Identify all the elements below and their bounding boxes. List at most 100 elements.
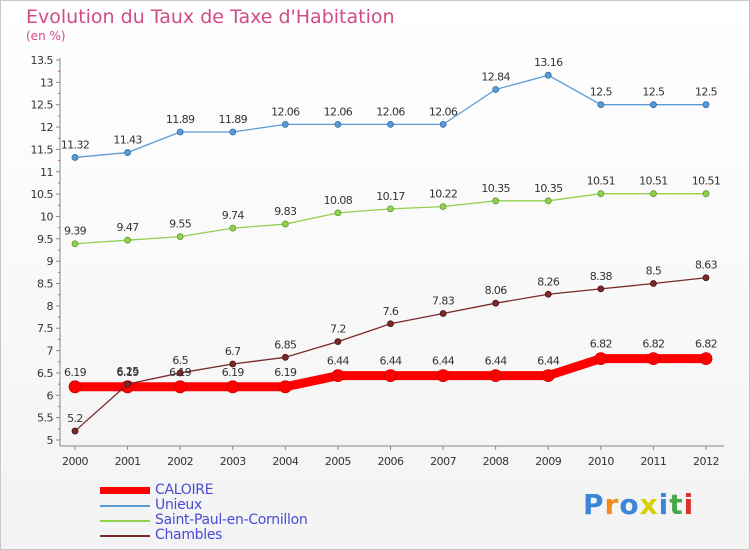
data-label: 8.26 xyxy=(537,275,560,288)
x-tick-label: 2007 xyxy=(430,455,456,468)
data-label: 12.06 xyxy=(429,105,458,118)
data-point xyxy=(334,209,342,217)
data-point xyxy=(387,320,394,328)
y-tick-label: 10 xyxy=(40,210,53,223)
data-point xyxy=(71,427,79,435)
data-label: 5.2 xyxy=(67,412,83,425)
data-point xyxy=(229,224,237,232)
legend-label-caloire: CALOIRE xyxy=(155,482,214,498)
data-point xyxy=(229,128,237,136)
data-label: 10.51 xyxy=(639,175,668,188)
y-tick-label: 7.5 xyxy=(37,322,53,335)
data-label: 6.82 xyxy=(695,338,717,351)
data-point xyxy=(331,369,345,383)
data-label: 6.5 xyxy=(172,354,188,367)
legend-swatch-unieux xyxy=(100,505,150,507)
data-label: 9.47 xyxy=(117,221,140,234)
data-point xyxy=(541,369,555,383)
data-point xyxy=(650,280,657,287)
data-label: 6.44 xyxy=(327,355,350,368)
data-point xyxy=(281,120,289,128)
data-label: 11.32 xyxy=(61,138,90,151)
data-label: 6.19 xyxy=(117,366,140,379)
data-label: 12.06 xyxy=(376,105,405,118)
data-label: 8.38 xyxy=(590,270,613,283)
legend-label-chambles: Chambles xyxy=(155,527,223,543)
y-tick-label: 8 xyxy=(47,300,54,313)
data-point xyxy=(489,369,503,383)
y-tick-label: 5 xyxy=(47,434,54,447)
data-label: 6.19 xyxy=(169,366,192,379)
x-tick-label: 2002 xyxy=(167,455,193,468)
data-point xyxy=(594,352,608,366)
data-label: 8.06 xyxy=(485,284,508,297)
data-point xyxy=(439,120,447,128)
data-label: 6.82 xyxy=(642,338,664,351)
data-point xyxy=(173,380,187,394)
x-tick-label: 2009 xyxy=(535,455,561,468)
data-label: 12.06 xyxy=(324,105,353,118)
legend-swatch-saint-paul xyxy=(100,520,150,522)
chart-title: Evolution du Taux de Taxe d'Habitation xyxy=(26,6,395,28)
data-label: 8.5 xyxy=(646,265,662,278)
x-tick-label: 2012 xyxy=(693,455,719,468)
x-tick-label: 2010 xyxy=(588,455,614,468)
data-label: 12.5 xyxy=(695,86,718,99)
data-point xyxy=(439,310,447,317)
data-label: 12.84 xyxy=(481,71,510,84)
y-tick-label: 9.5 xyxy=(37,233,53,246)
data-point xyxy=(387,205,394,213)
y-tick-label: 7 xyxy=(47,345,54,358)
data-point xyxy=(492,86,500,93)
data-label: 11.43 xyxy=(113,134,142,147)
x-tick-label: 2001 xyxy=(115,455,141,468)
data-label: 6.44 xyxy=(379,355,402,368)
y-tick-label: 12.5 xyxy=(31,99,54,112)
legend-label-saint-paul: Saint-Paul-en-Cornillon xyxy=(155,512,308,528)
y-tick-label: 13 xyxy=(40,76,53,89)
data-point xyxy=(544,197,552,205)
data-point xyxy=(597,285,605,293)
y-tick-label: 12 xyxy=(40,121,53,134)
data-label: 6.19 xyxy=(222,366,245,379)
data-point xyxy=(124,149,131,156)
data-point xyxy=(226,380,240,394)
data-point xyxy=(176,128,184,136)
data-point xyxy=(544,290,552,298)
data-label: 6.82 xyxy=(590,338,612,351)
data-label: 10.35 xyxy=(481,182,510,195)
x-tick-label: 2003 xyxy=(220,455,246,468)
data-label: 12.5 xyxy=(642,86,665,99)
logo-letter: x xyxy=(639,488,659,521)
data-point xyxy=(334,338,342,346)
data-point xyxy=(702,101,710,109)
x-tick-label: 2004 xyxy=(272,455,298,468)
y-tick-label: 10.5 xyxy=(31,188,54,201)
data-point xyxy=(492,299,500,307)
data-label: 7.6 xyxy=(383,305,399,318)
y-tick-label: 9 xyxy=(47,255,54,268)
data-label: 10.17 xyxy=(376,190,405,203)
data-point xyxy=(702,190,710,198)
data-label: 6.19 xyxy=(274,366,297,379)
data-point xyxy=(650,190,657,198)
legend-label-unieux: Unieux xyxy=(155,497,202,513)
data-label: 6.25 xyxy=(117,365,140,378)
data-label: 9.74 xyxy=(222,209,245,222)
data-label: 7.83 xyxy=(432,294,455,307)
data-label: 10.08 xyxy=(324,194,353,207)
data-point xyxy=(68,380,82,394)
legend-swatch-caloire xyxy=(100,487,150,494)
data-point xyxy=(384,369,397,383)
data-point xyxy=(597,101,605,109)
data-label: 6.44 xyxy=(485,355,508,368)
data-point xyxy=(544,71,552,79)
x-tick-label: 2008 xyxy=(483,455,509,468)
data-point xyxy=(650,101,657,109)
y-tick-label: 6.5 xyxy=(37,367,53,380)
data-point xyxy=(281,353,289,361)
data-label: 10.35 xyxy=(534,182,563,195)
data-point xyxy=(278,380,292,394)
data-label: 6.85 xyxy=(274,338,297,351)
